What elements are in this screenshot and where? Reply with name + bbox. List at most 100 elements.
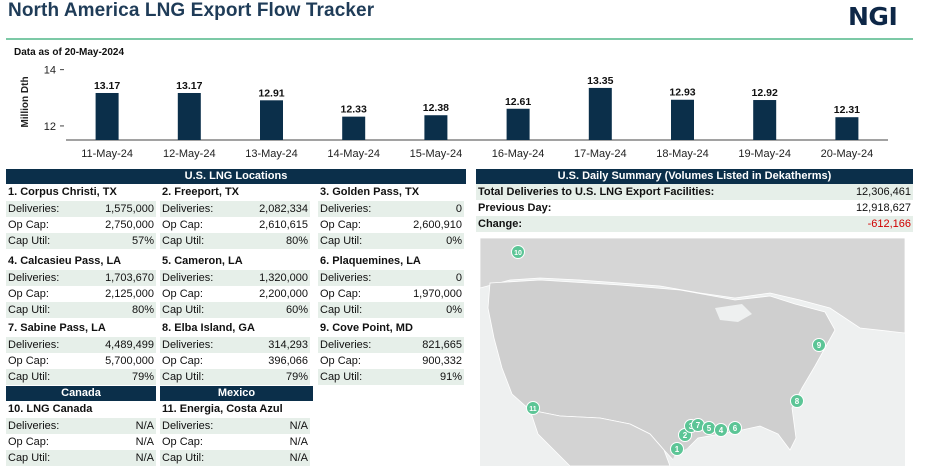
- row-label: Cap Util:: [8, 304, 51, 316]
- bar-20-May-24: [835, 117, 859, 140]
- location-card: 11. Energia, Costa Azul Deliveries: N/A Op …: [160, 401, 310, 466]
- location-row-deliveries: Deliveries: 1,703,670: [6, 270, 156, 286]
- bar-18-May-24: [671, 99, 694, 140]
- summary-table: Total Deliveries to U.S. LNG Export Faci…: [476, 184, 913, 232]
- location-row-op-cap: Op Cap: N/A: [160, 434, 310, 450]
- facility-marker-9[interactable]: [812, 338, 826, 352]
- location-row-deliveries: Deliveries: 0: [318, 270, 464, 286]
- location-row-cap-util: Cap Util: N/A: [6, 450, 156, 466]
- row-label: Deliveries:: [162, 272, 214, 284]
- location-card: 10. LNG Canada Deliveries: N/A Op Cap: N/A Ca…: [6, 401, 156, 466]
- row-value: N/A: [135, 420, 154, 432]
- location-card: 4. Calcasieu Pass, LA Deliveries: 1,703,67…: [6, 253, 156, 318]
- row-value: 80%: [131, 304, 154, 316]
- location-name: 6. Plaquemines, LA: [320, 255, 421, 267]
- location-name: 4. Calcasieu Pass, LA: [8, 255, 122, 267]
- bar-value-label: 13.17: [94, 80, 120, 92]
- row-value: 1,575,000: [105, 203, 154, 215]
- facility-marker-4[interactable]: [714, 423, 728, 437]
- x-tick-label: 20-May-24: [821, 148, 874, 160]
- facility-marker-6[interactable]: [728, 421, 742, 435]
- location-row-op-cap: Op Cap: 5,700,000: [6, 353, 156, 369]
- facility-marker-label: 1: [675, 445, 680, 454]
- row-value: 396,066: [268, 355, 308, 367]
- row-label: Op Cap:: [8, 219, 49, 231]
- location-row-deliveries: Deliveries: 821,665: [318, 337, 464, 353]
- summary-row-total: Total Deliveries to U.S. LNG Export Faci…: [476, 184, 913, 200]
- y-tick-label: 14: [44, 65, 56, 77]
- row-label: Op Cap:: [162, 436, 203, 448]
- bar-14-May-24: [342, 116, 366, 140]
- bar-11-May-24: [95, 92, 119, 140]
- facility-marker-label: 10: [514, 250, 522, 257]
- bar-value-label: 12.33: [341, 104, 367, 116]
- location-row-deliveries: Deliveries: 1,320,000: [160, 270, 310, 286]
- facility-marker-label: 11: [529, 406, 537, 413]
- location-name: 9. Cove Point, MD: [320, 322, 413, 334]
- location-row-deliveries: Deliveries: 1,575,000: [6, 201, 156, 217]
- us-locations-header: U.S. LNG Locations: [6, 169, 466, 184]
- bar-17-May-24: [588, 87, 612, 140]
- row-value: 2,750,000: [105, 219, 154, 231]
- location-row-op-cap: Op Cap: N/A: [6, 434, 156, 450]
- row-label: Op Cap:: [162, 288, 203, 300]
- location-row-cap-util: Cap Util: 79%: [160, 369, 310, 385]
- row-label: Op Cap:: [162, 355, 203, 367]
- x-tick-label: 13-May-24: [245, 148, 298, 160]
- row-label: Cap Util:: [320, 304, 363, 316]
- location-row-cap-util: Cap Util: 60%: [160, 302, 310, 318]
- row-value: 79%: [131, 371, 154, 383]
- summary-label: Previous Day:: [478, 202, 552, 214]
- location-card: 7. Sabine Pass, LA Deliveries: 4,489,499 Op…: [6, 320, 156, 385]
- row-value: N/A: [289, 420, 308, 432]
- summary-value: 12,306,461: [855, 186, 911, 198]
- row-value: 60%: [285, 304, 308, 316]
- row-label: Deliveries:: [8, 272, 60, 284]
- x-tick-label: 19-May-24: [738, 148, 791, 160]
- facility-marker-10[interactable]: [511, 245, 525, 259]
- row-label: Deliveries:: [162, 420, 214, 432]
- bar-value-label: 12.31: [834, 104, 860, 116]
- row-label: Cap Util:: [162, 371, 205, 383]
- row-label: Deliveries:: [320, 339, 372, 351]
- location-name: 2. Freeport, TX: [162, 186, 240, 198]
- row-label: Cap Util:: [162, 235, 205, 247]
- location-card: 1. Corpus Christi, TX Deliveries: 1,575,00…: [6, 184, 156, 249]
- location-row-cap-util: Cap Util: 80%: [6, 302, 156, 318]
- canada-header: Canada: [6, 386, 156, 401]
- facility-marker-label: 5: [707, 424, 712, 433]
- row-value: 2,082,334: [259, 203, 308, 215]
- facility-marker-label: 2: [683, 431, 688, 440]
- row-label: Cap Util:: [8, 452, 51, 464]
- row-label: Cap Util:: [8, 235, 51, 247]
- page-title: North America LNG Export Flow Tracker: [8, 0, 375, 21]
- location-card: 8. Elba Island, GA Deliveries: 314,293 Op C…: [160, 320, 310, 385]
- row-value: 314,293: [268, 339, 308, 351]
- x-tick-label: 17-May-24: [574, 148, 627, 160]
- row-label: Op Cap:: [320, 288, 361, 300]
- location-row-op-cap: Op Cap: 2,600,910: [318, 217, 464, 233]
- row-value: 2,125,000: [105, 288, 154, 300]
- row-value: 900,332: [422, 355, 462, 367]
- location-row-cap-util: Cap Util: 0%: [318, 302, 464, 318]
- location-card: 6. Plaquemines, LA Deliveries: 0 Op Cap: 1,9…: [318, 253, 464, 318]
- facility-marker-11[interactable]: [526, 401, 540, 415]
- facility-marker-label: 8: [795, 397, 800, 406]
- row-label: Deliveries:: [8, 420, 60, 432]
- location-row-deliveries: Deliveries: 2,082,334: [160, 201, 310, 217]
- x-tick-label: 18-May-24: [656, 148, 709, 160]
- location-row-cap-util: Cap Util: 57%: [6, 233, 156, 249]
- row-value: 0: [455, 272, 462, 284]
- mexico-land: [529, 409, 671, 466]
- facility-marker-1[interactable]: [670, 442, 684, 456]
- location-row-op-cap: Op Cap: 2,200,000: [160, 286, 310, 302]
- bar-value-label: 13.17: [176, 80, 202, 92]
- row-label: Op Cap:: [162, 219, 203, 231]
- location-row-op-cap: Op Cap: 2,750,000: [6, 217, 156, 233]
- row-value: 5,700,000: [105, 355, 154, 367]
- summary-header: U.S. Daily Summary (Volumes Listed in De…: [476, 169, 913, 184]
- facility-marker-8[interactable]: [790, 394, 804, 408]
- facility-marker-label: 7: [696, 421, 701, 430]
- row-value: N/A: [289, 436, 308, 448]
- ngi-logo: NGI: [848, 2, 898, 31]
